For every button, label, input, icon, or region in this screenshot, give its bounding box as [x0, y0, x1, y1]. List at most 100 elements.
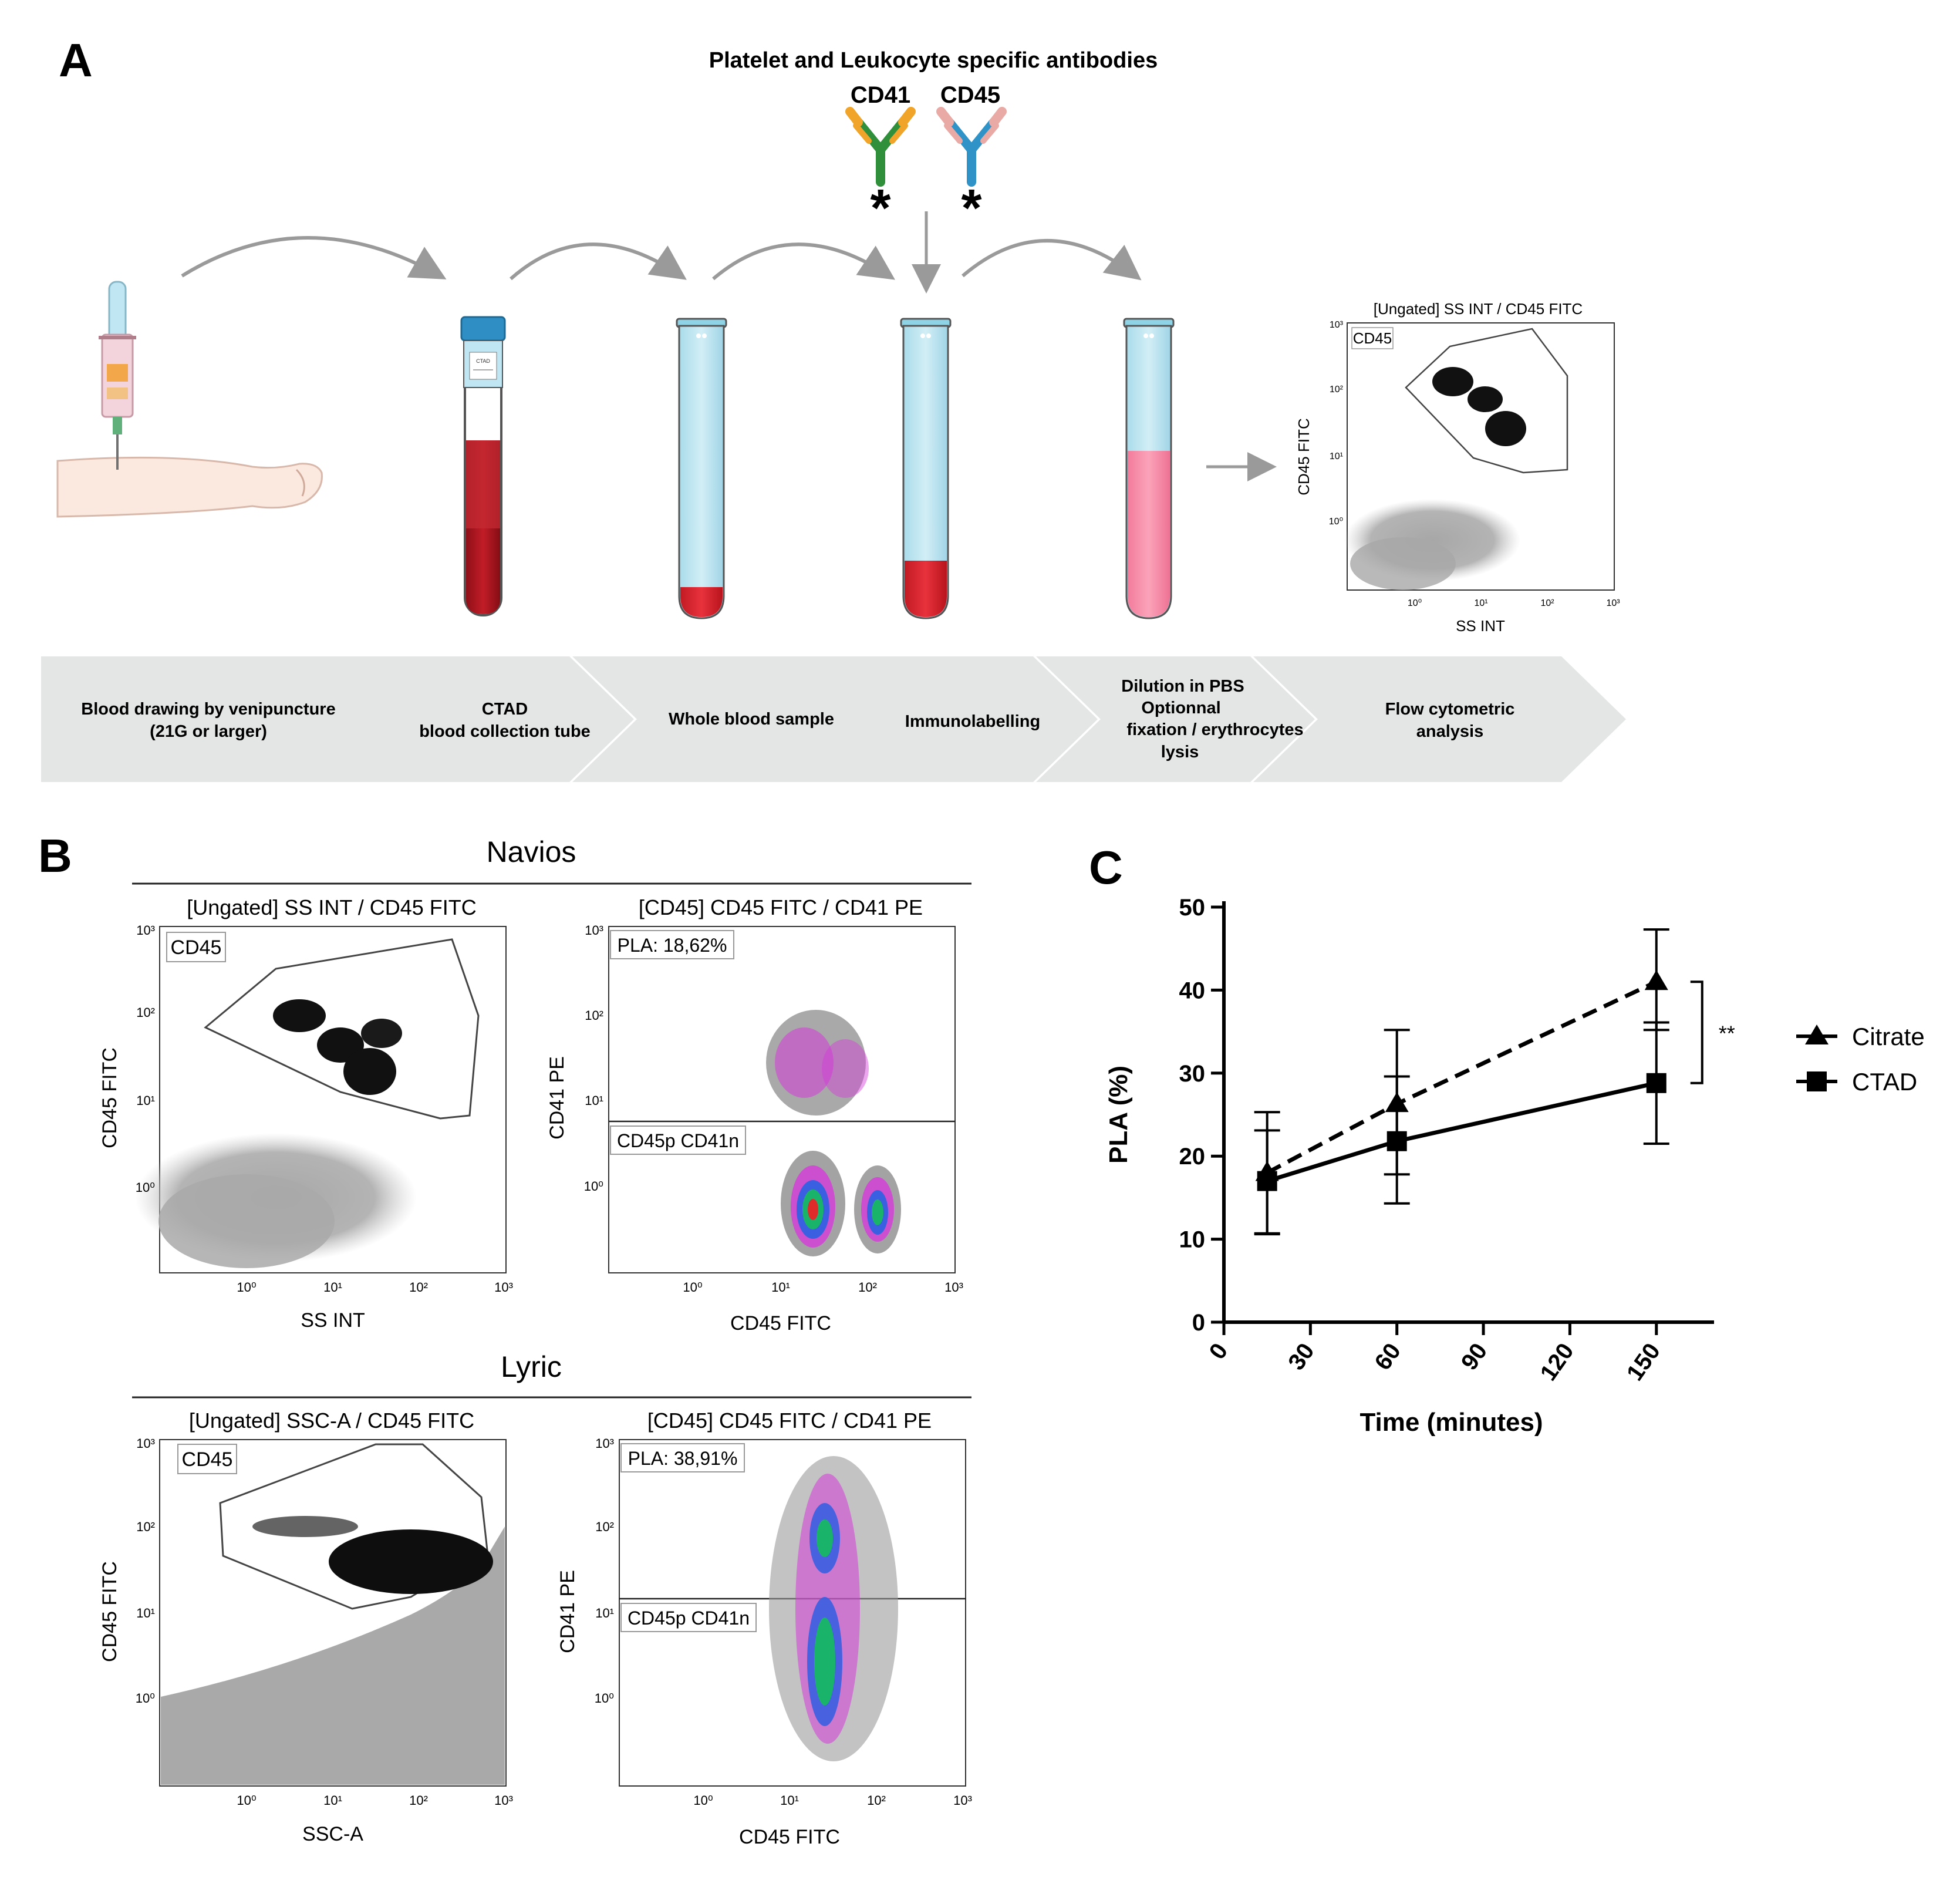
mini-plot-gate: CD45: [1353, 329, 1392, 347]
ll-y-tick-2: 10²: [136, 1519, 155, 1534]
point-ctad: [1257, 1171, 1277, 1191]
mini-flow-plot: [Ungated] SS INT / CD45 FITC CD45 10³ 10…: [1295, 300, 1620, 635]
step-5-line2: Optionnal: [1141, 699, 1220, 717]
step-6-line1: Flow cytometric: [1385, 700, 1515, 719]
lyric-left-title: [Ungated] SSC-A / CD45 FITC: [189, 1408, 474, 1433]
legend-marker-citrate: [1805, 1025, 1829, 1044]
step-3-line1: Whole blood sample: [669, 710, 834, 729]
mini-x-tick-3: 10³: [1606, 598, 1620, 608]
nl-x-tick-1: 10¹: [323, 1280, 342, 1295]
x-tick-label: 30: [1283, 1339, 1320, 1375]
x-tick-label: 60: [1370, 1339, 1406, 1375]
x-tick-label: 0: [1205, 1339, 1233, 1364]
y-axis-label: PLA (%): [1104, 1066, 1133, 1164]
navios-left-title: [Ungated] SS INT / CD45 FITC: [187, 895, 477, 919]
mini-plot-title: [Ungated] SS INT / CD45 FITC: [1374, 300, 1583, 318]
nl-y-tick-2: 10²: [136, 1005, 155, 1020]
navios-left-plot: [Ungated] SS INT / CD45 FITC CD45 10³ 10…: [99, 895, 513, 1332]
point-ctad: [1646, 1073, 1666, 1093]
ll-x-tick-0: 10⁰: [237, 1793, 256, 1808]
whole-blood-tube-icon: [676, 318, 727, 619]
nr-y-tick-1: 10¹: [585, 1093, 603, 1108]
antibody-title: Platelet and Leukocyte specific antibodi…: [709, 48, 1158, 73]
lyric-left-gate: CD45: [182, 1448, 233, 1471]
step-chevrons: Blood drawing by venipuncture (21G or la…: [41, 656, 1626, 782]
navios-right-ylabel: CD41 PE: [546, 1056, 568, 1140]
navios-right-gate-top: PLA: 18,62%: [618, 935, 727, 956]
y-tick-label: 40: [1179, 978, 1206, 1003]
lyric-right-xlabel: CD45 FITC: [739, 1826, 840, 1848]
curve-arrow-3: [712, 242, 895, 281]
immunolabelling-tube-icon: [900, 318, 952, 619]
lr-y-tick-3: 10³: [595, 1436, 614, 1451]
ll-y-tick-3: 10³: [136, 1436, 155, 1451]
lyric-right-ylabel: CD41 PE: [556, 1570, 579, 1653]
navios-left-gate: CD45: [171, 936, 222, 959]
mini-y-tick-2: 10²: [1330, 385, 1344, 395]
step-4-line1: Immunolabelling: [905, 712, 1040, 731]
navios-header: Navios: [487, 835, 576, 868]
svg-text:CTAD: CTAD: [476, 358, 490, 364]
curve-arrow-4: [962, 239, 1142, 281]
nr-x-tick-2: 10²: [858, 1280, 877, 1295]
lr-x-tick-0: 10⁰: [693, 1793, 713, 1808]
nr-y-tick-0: 10⁰: [584, 1179, 603, 1194]
nl-x-tick-0: 10⁰: [237, 1280, 256, 1295]
panel-label-b: B: [38, 830, 72, 882]
nr-y-tick-3: 10³: [585, 923, 603, 938]
y-tick-label: 0: [1192, 1310, 1205, 1336]
mini-y-tick-0: 10⁰: [1329, 517, 1343, 527]
ll-y-tick-0: 10⁰: [136, 1691, 155, 1706]
ll-x-tick-2: 10²: [409, 1793, 428, 1808]
step-5-line3: fixation / erythrocytes: [1126, 720, 1303, 739]
step-5-line1: Dilution in PBS: [1121, 677, 1244, 696]
x-tick-label: 150: [1622, 1339, 1665, 1386]
panel-label-a: A: [59, 34, 93, 86]
navios-left-ylabel: CD45 FITC: [99, 1047, 121, 1148]
y-tick-label: 10: [1179, 1227, 1206, 1253]
step-3-chevron: [572, 656, 875, 782]
lr-y-tick-1: 10¹: [595, 1606, 614, 1620]
point-citrate: [1644, 970, 1668, 990]
mini-plot-ylabel: CD45 FITC: [1295, 418, 1313, 495]
lyric-right-gate-top: PLA: 38,91%: [628, 1448, 738, 1469]
lr-x-tick-2: 10²: [867, 1793, 886, 1808]
nr-y-tick-2: 10²: [585, 1008, 603, 1023]
mini-y-tick-3: 10³: [1330, 320, 1344, 330]
nl-y-tick-0: 10⁰: [136, 1180, 155, 1195]
step-4-chevron: [807, 656, 1098, 782]
panel-label-c: C: [1089, 841, 1123, 894]
lyric-left-xlabel: SSC-A: [302, 1823, 363, 1845]
mini-x-tick-1: 10¹: [1474, 598, 1487, 608]
nl-y-tick-3: 10³: [136, 923, 155, 938]
ll-x-tick-1: 10¹: [323, 1793, 342, 1808]
lyric-right-gate-bottom: CD45p CD41n: [628, 1608, 750, 1629]
lr-x-tick-3: 10³: [953, 1793, 972, 1808]
mini-plot-xlabel: SS INT: [1456, 617, 1505, 635]
navios-right-xlabel: CD45 FITC: [730, 1312, 831, 1335]
lr-y-tick-0: 10⁰: [595, 1691, 614, 1706]
point-ctad: [1386, 1131, 1407, 1151]
step-6-chevron: [1253, 656, 1626, 782]
nl-x-tick-3: 10³: [494, 1280, 513, 1295]
lyric-left-plot: [Ungated] SSC-A / CD45 FITC CD45 10³ 10²…: [99, 1408, 513, 1845]
step-2-line1: CTAD: [482, 700, 528, 719]
series-line-citrate: [1266, 980, 1658, 1175]
legend-label-citrate: Citrate: [1852, 1023, 1925, 1050]
nl-x-tick-2: 10²: [409, 1280, 428, 1295]
y-tick-label: 20: [1179, 1144, 1206, 1170]
nr-x-tick-1: 10¹: [771, 1280, 790, 1295]
x-tick-label: 120: [1535, 1339, 1578, 1386]
significance-label: **: [1719, 1022, 1735, 1046]
lyric-right-plot: [CD45] CD45 FITC / CD41 PE PLA: 38,91% C…: [556, 1408, 972, 1848]
mini-y-tick-1: 10¹: [1330, 451, 1343, 461]
step-5-chevron: [1036, 656, 1315, 782]
step-1-line1: Blood drawing by venipuncture: [81, 700, 335, 719]
x-axis-label: Time (minutes): [1359, 1408, 1543, 1437]
y-tick-label: 50: [1179, 895, 1206, 921]
lr-x-tick-1: 10¹: [780, 1793, 799, 1808]
cd45-antibody-icon: *: [936, 107, 1007, 238]
lr-y-tick-2: 10²: [595, 1519, 614, 1534]
step-5-line4: lysis: [1161, 743, 1199, 761]
navios-right-gate-bottom: CD45p CD41n: [617, 1130, 739, 1151]
